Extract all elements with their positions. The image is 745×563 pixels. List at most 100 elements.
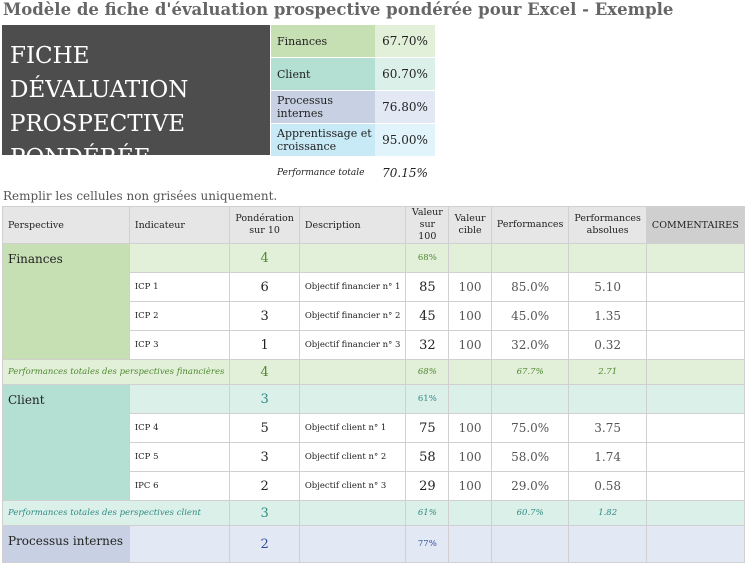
value-cell: 29 (405, 471, 450, 501)
empty-cell (298, 243, 407, 273)
empty-cell (448, 525, 492, 563)
empty-cell (490, 525, 570, 563)
title: Modèle de fiche d'évaluation prospective… (3, 0, 674, 19)
performance-cell: 58.0% (490, 442, 570, 472)
weight-cell: 3 (229, 301, 300, 331)
target-cell: 100 (448, 301, 492, 331)
indicator-row: ICP 3 1 Objectif financier n° 3 32 100 32.0% 0… (3, 330, 745, 360)
total-absolute: 2.71 (568, 359, 647, 385)
summary-row: Processus internes 76.80% (271, 91, 435, 124)
value-cell: 32 (405, 330, 450, 360)
empty-cell (645, 525, 745, 563)
total-weight: 4 (229, 359, 300, 385)
empty-cell (128, 243, 231, 273)
weight-cell: 3 (229, 384, 300, 414)
summary-row: Apprentissage et croissance 95.00% (271, 124, 435, 157)
evaluation-table: Perspective Indicateur Pondération sur 10 D… (1, 206, 745, 563)
weight-cell: 5 (229, 413, 300, 443)
weight-cell: 3 (229, 442, 300, 472)
header-cell: Valeur sur 100 (405, 206, 450, 244)
summary-value: 95.00% (375, 124, 435, 156)
indicator-cell: ICP 4 (128, 413, 231, 443)
summary-value: 76.80% (375, 91, 435, 123)
target-cell: 100 (448, 272, 492, 302)
indicator-cell: ICP 1 (128, 272, 231, 302)
weight-cell: 2 (229, 471, 300, 501)
summary-row: Finances 67.70% (271, 25, 435, 58)
value-cell: 68% (405, 243, 450, 273)
indicator-row: ICP 1 6 Objectif financier n° 1 85 100 85.0% 5… (3, 272, 745, 302)
target-cell: 100 (448, 413, 492, 443)
comment-cell (645, 413, 745, 443)
weight-cell: 1 (229, 330, 300, 360)
total-performance: 60.7% (490, 500, 570, 526)
description-cell: Objectif financier n° 3 (298, 330, 407, 360)
indicator-row: ICP 2 3 Objectif financier n° 2 45 100 45.0% 1… (3, 301, 745, 331)
description-cell: Objectif client n° 2 (298, 442, 407, 472)
perspective-cell: Processus internes (2, 525, 130, 563)
box-title: FICHE DÉVALUATION PROSPECTIVE PONDÉRÉE (2, 25, 270, 171)
absolute-cell: 0.32 (568, 330, 647, 360)
summary-total-value: 70.15% (382, 166, 428, 180)
value-cell: 77% (405, 525, 450, 563)
summary-value: 67.70% (375, 25, 435, 57)
absolute-cell: 1.35 (568, 301, 647, 331)
description-cell: Objectif client n° 3 (298, 471, 407, 501)
comment-cell (645, 471, 745, 501)
empty-cell (298, 525, 407, 563)
indicator-row: ICP 4 5 Objectif client n° 1 75 100 75.0% 3.75 (3, 413, 745, 443)
summary-label: Apprentissage et croissance (271, 124, 375, 156)
performance-cell: 75.0% (490, 413, 570, 443)
empty-cell (645, 384, 745, 414)
comment-cell (645, 301, 745, 331)
empty-cell (448, 384, 492, 414)
summary-total: Performance totale 70.15% (271, 157, 435, 190)
total-weight: 3 (229, 500, 300, 526)
instruction: Remplir les cellules non grisées uniquem… (3, 189, 278, 203)
indicator-cell: ICP 5 (128, 442, 231, 472)
perspective-cell: Client (2, 384, 130, 501)
empty-cell (448, 359, 492, 385)
value-cell: 85 (405, 272, 450, 302)
empty-cell (298, 500, 407, 526)
performance-cell: 85.0% (490, 272, 570, 302)
empty-cell (568, 525, 647, 563)
target-cell: 100 (448, 471, 492, 501)
perspective-cell: Finances (2, 243, 130, 360)
value-cell: 58 (405, 442, 450, 472)
empty-cell (298, 359, 407, 385)
total-label: Performances totales des perspectives fi… (1, 359, 231, 385)
empty-cell (128, 384, 231, 414)
section-row: Processus internes 2 77% (2, 525, 745, 563)
header-cell: Performances absolues (568, 206, 647, 244)
indicator-cell: ICP 2 (128, 301, 231, 331)
section-row: Finances 4 68% (2, 243, 745, 360)
header-cell: Performances (490, 206, 570, 244)
header-cell: Perspective (2, 206, 130, 244)
value-cell: 61% (405, 384, 450, 414)
weight-cell: 6 (229, 272, 300, 302)
empty-cell (298, 384, 407, 414)
empty-cell (448, 243, 492, 273)
summary-label: Processus internes (271, 91, 375, 123)
empty-cell (490, 384, 570, 414)
absolute-cell: 1.74 (568, 442, 647, 472)
target-cell: 100 (448, 330, 492, 360)
header-cell: Pondération sur 10 (229, 206, 300, 244)
header-cell: Valeur cible (448, 206, 492, 244)
performance-cell: 29.0% (490, 471, 570, 501)
weight-cell: 4 (229, 243, 300, 273)
indicator-cell: IPC 6 (128, 471, 231, 501)
empty-cell (490, 243, 570, 273)
empty-cell (568, 384, 647, 414)
summary-row: Client 60.70% (271, 58, 435, 91)
empty-cell (645, 243, 745, 273)
value-cell: 45 (405, 301, 450, 331)
header-row: Perspective Indicateur Pondération sur 10 D… (2, 206, 745, 244)
performance-cell: 32.0% (490, 330, 570, 360)
description-cell: Objectif client n° 1 (298, 413, 407, 443)
performance-cell: 45.0% (490, 301, 570, 331)
value-cell: 75 (405, 413, 450, 443)
indicator-cell: ICP 3 (128, 330, 231, 360)
